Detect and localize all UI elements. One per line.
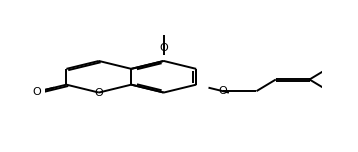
Text: O: O — [159, 43, 168, 53]
Text: O: O — [33, 87, 42, 97]
Text: O: O — [95, 88, 103, 98]
Text: O: O — [218, 86, 227, 96]
